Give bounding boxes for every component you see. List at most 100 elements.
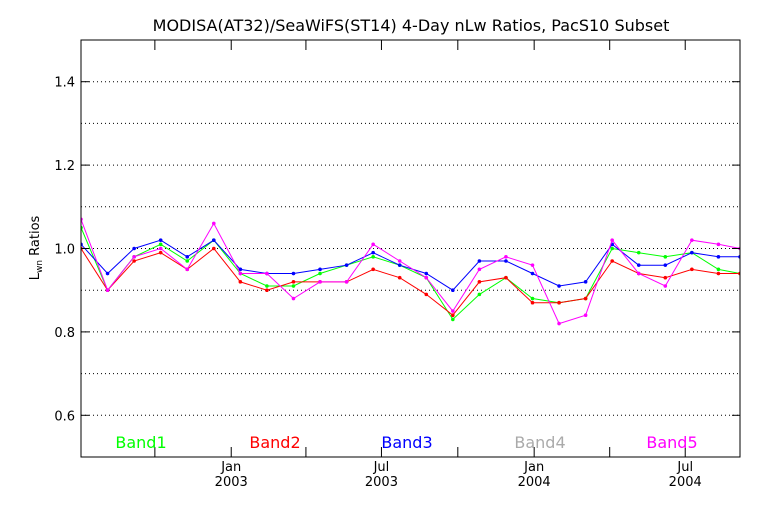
series-line-band1 [81,227,740,321]
data-point-band5 [185,267,190,272]
data-point-band5 [610,238,614,242]
data-point-band3 [344,263,349,267]
data-point-band2 [158,250,163,255]
grid-layer [81,81,740,416]
data-point-band3 [158,238,163,242]
data-point-band3 [105,271,110,276]
data-point-band5 [344,280,349,284]
data-point-band3 [557,284,561,288]
data-point-band2 [371,267,375,272]
data-point-band1 [716,267,721,272]
data-point-band3 [583,280,588,284]
data-point-band3 [663,263,668,267]
y-tick-label: 1.0 [54,243,75,258]
data-point-band3 [690,250,694,255]
data-point-band1 [451,317,455,322]
data-point-band2 [504,275,508,280]
data-point-band5 [132,255,136,259]
data-point-band5 [504,255,508,259]
data-point-band2 [397,275,402,280]
y-axis-label-sub: wn [35,260,45,273]
y-tick-label: 1.4 [54,76,75,91]
y-axis-label-rest: Ratios [28,215,43,260]
legend-item-band5: Band5 [646,433,697,452]
data-point-band3 [530,271,535,276]
data-point-band3 [397,263,402,267]
data-point-band5 [371,242,375,247]
data-point-band5 [477,267,482,272]
data-point-band5 [690,238,694,242]
legend-item-band1: Band1 [115,433,166,452]
data-point-band1 [318,271,322,276]
data-point-band2 [530,300,535,305]
data-point-band2 [265,288,269,293]
data-point-band3 [716,255,721,259]
data-point-band1 [371,255,375,259]
x-tick-year: 2003 [365,475,398,490]
data-point-band3 [318,267,322,272]
data-point-band2 [291,280,296,284]
x-tick-year: 2003 [215,475,248,490]
data-point-band3 [185,255,190,259]
data-point-band5 [716,242,721,247]
data-point-band3 [424,271,429,276]
data-point-band2 [690,267,694,272]
data-point-band1 [291,284,296,288]
legend-item-band4: Band4 [514,433,565,452]
data-point-band5 [557,321,561,326]
legend: Band1 Band2 Band3 Band4 Band5 [115,433,697,452]
data-point-band3 [504,259,508,263]
axis-layer: 0.60.81.01.21.4Jan2003Jul2003Jan2004Jul2… [54,39,741,490]
data-point-band2 [238,280,243,284]
data-point-band1 [530,296,535,301]
data-point-band5 [211,221,216,226]
series-line-band2 [81,247,740,316]
data-point-band5 [397,259,402,263]
data-point-band2 [583,296,588,301]
legend-item-band2: Band2 [249,433,300,452]
data-point-band3 [238,267,243,272]
x-tick-year: 2004 [669,475,702,490]
x-tick-month: Jan [220,460,241,475]
data-point-band5 [105,288,110,293]
data-point-band5 [451,309,455,313]
data-point-band1 [636,250,641,255]
x-tick-month: Jan [523,460,544,475]
data-point-band2 [610,259,614,263]
data-point-band5 [238,271,243,276]
y-axis-label: Lwn Ratios [28,215,45,280]
data-point-band1 [663,255,668,259]
data-point-band2 [451,313,455,318]
data-point-band3 [477,259,482,263]
x-tick-month: Jul [373,460,390,475]
data-point-band5 [424,275,429,280]
chart-title: MODISA(AT32)/SeaWiFS(ST14) 4-Day nLw Rat… [153,16,670,35]
data-point-band2 [132,259,136,263]
x-tick-month: Jul [676,460,693,475]
data-point-band3 [451,288,455,293]
y-tick-label: 0.6 [54,409,75,424]
data-point-band2 [424,292,429,297]
data-point-band3 [371,250,375,255]
data-point-band5 [318,280,322,284]
data-point-band1 [265,284,269,288]
data-point-band5 [636,271,641,276]
data-point-band1 [185,259,190,263]
series-line-band5 [81,219,740,325]
series-layer [81,217,740,326]
y-tick-label: 0.8 [54,326,75,341]
data-point-band5 [583,313,588,318]
data-point-band5 [265,271,269,276]
data-point-band3 [636,263,641,267]
data-point-band3 [291,271,296,276]
data-point-band5 [291,296,296,301]
data-point-band3 [211,238,216,242]
y-tick-label: 1.2 [54,159,75,174]
legend-item-band3: Band3 [381,433,432,452]
data-point-band2 [557,300,561,305]
data-point-band2 [477,280,482,284]
data-point-band2 [716,271,721,276]
y-axis-label-main: L [28,272,43,280]
